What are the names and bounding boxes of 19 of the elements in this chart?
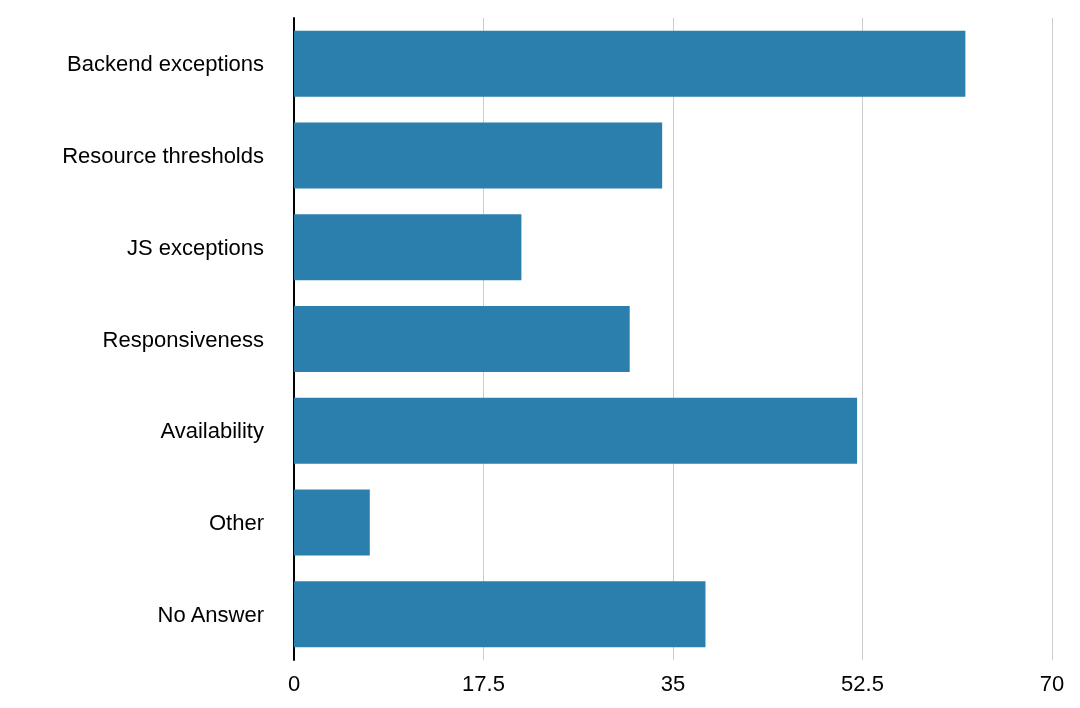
y-tick-label: Responsiveness bbox=[102, 326, 264, 352]
x-tick-label: 35 bbox=[660, 670, 686, 696]
bar bbox=[294, 397, 858, 464]
x-tick-label: 70 bbox=[1039, 670, 1065, 696]
x-tick-label: 52.5 bbox=[841, 670, 884, 696]
x-tick-label: 17.5 bbox=[462, 670, 505, 696]
y-tick-label: Other bbox=[208, 509, 264, 535]
y-tick-label: Backend exceptions bbox=[67, 51, 264, 77]
y-tick-label: Availability bbox=[160, 418, 264, 444]
y-tick-label: Resource thresholds bbox=[62, 143, 264, 169]
bar bbox=[294, 30, 966, 97]
bar bbox=[294, 581, 706, 648]
y-tick-label: JS exceptions bbox=[127, 234, 264, 260]
bar bbox=[294, 214, 522, 281]
x-tick-label: 0 bbox=[287, 670, 301, 696]
bar bbox=[294, 489, 370, 556]
y-tick-label: No Answer bbox=[157, 601, 264, 627]
bar bbox=[294, 122, 663, 189]
bar bbox=[294, 305, 630, 373]
